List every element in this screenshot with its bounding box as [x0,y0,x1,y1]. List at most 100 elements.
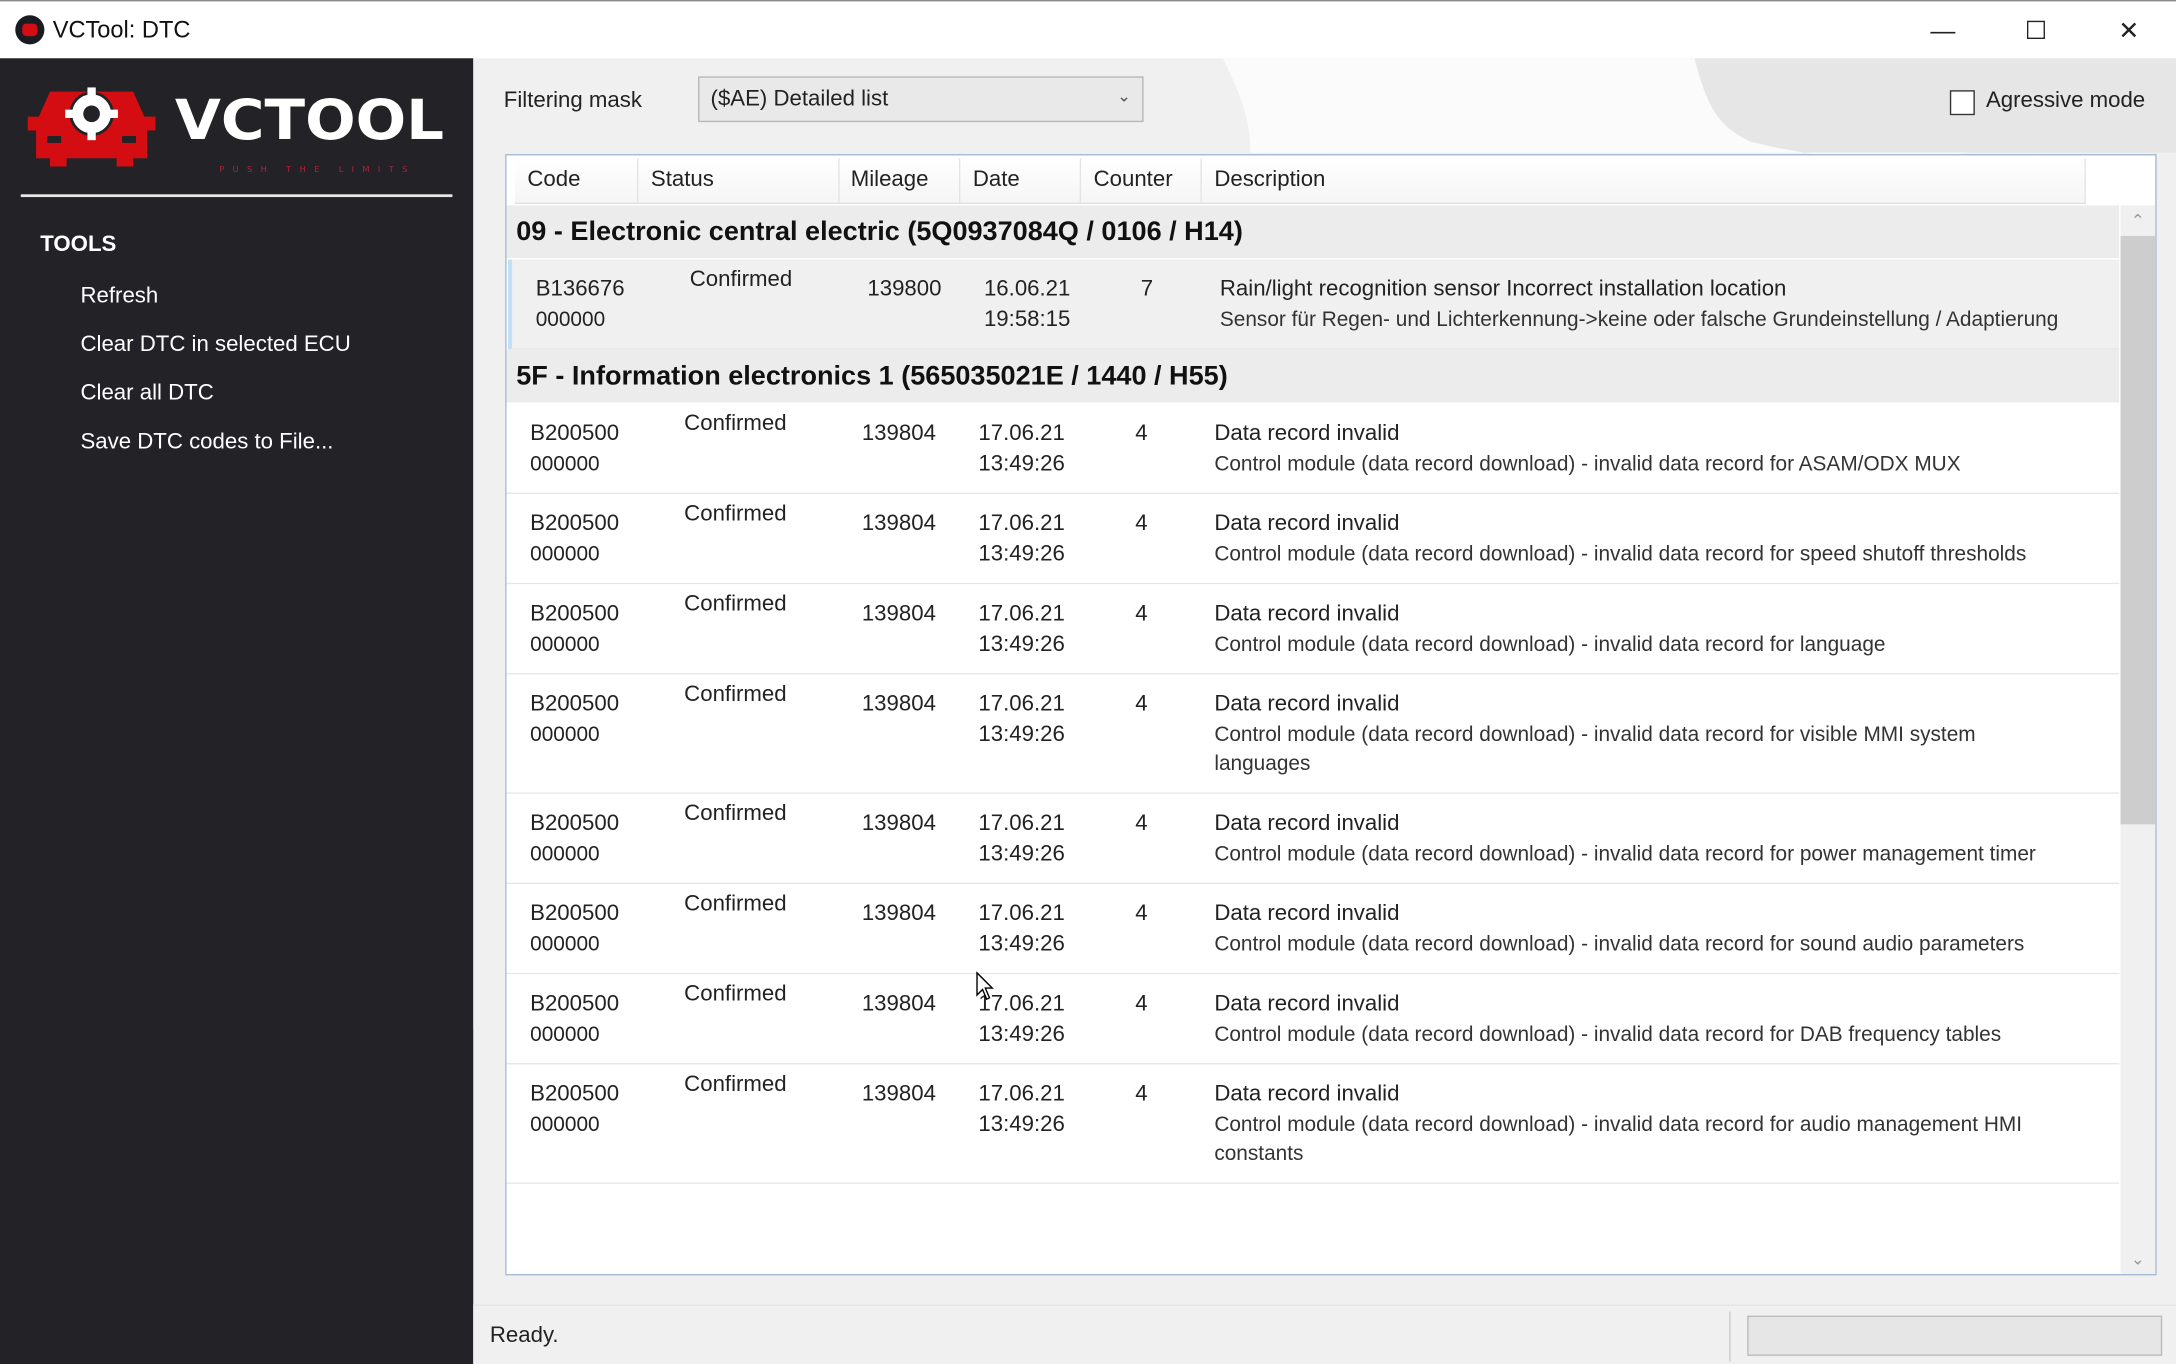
vertical-scrollbar[interactable]: ⌃ ⌄ [2120,205,2156,1275]
description-detail: Control module (data record download) - … [1214,542,2027,567]
cell-counter: 4 [1135,902,1148,926]
dtc-subcode: 000000 [530,932,600,957]
dtc-subcode: 000000 [530,1022,600,1047]
cell-description: Data record invalid Control module (data … [1214,808,2074,869]
column-header-status[interactable]: Status [638,158,840,203]
logo-tagline: PUSH THE LIMITS [219,164,415,174]
description-title: Data record invalid [1214,692,1400,717]
cell-date: 16.06.21 19:58:15 [984,273,1070,334]
description-title: Data record invalid [1214,992,1400,1016]
description-detail: Control module (data record download) - … [1214,842,2036,866]
time-value: 13:49:26 [978,452,1065,477]
date-value: 17.06.21 [978,1082,1065,1107]
scroll-down-icon[interactable]: ⌄ [2130,1249,2145,1269]
cell-status: Confirmed [684,682,787,707]
table-row[interactable]: B200500 000000 Confirmed 139804 17.06.21 13:4… [506,403,2120,495]
chevron-down-icon: ⌄ [1117,86,1132,106]
column-header-description[interactable]: Description [1202,158,2086,203]
table-row[interactable]: B200500 000000 Confirmed 139804 17.06.21 13:4… [506,584,2120,675]
cell-code: B200500 000000 [530,598,619,659]
cell-status: Confirmed [684,592,787,617]
dtc-code: B200500 [530,992,620,1016]
cell-mileage: 139804 [861,692,936,717]
table-header: Code Status Mileage Date Counter Descrip… [514,158,2086,205]
aggressive-mode-label[interactable]: Agressive mode [1985,88,2146,113]
column-header-date[interactable]: Date [960,158,1082,203]
table-row[interactable]: B200500 000000 Confirmed 139804 17.06.21 13:4… [506,974,2120,1065]
mouse-cursor-icon [976,971,994,1001]
car-gear-logo-icon: VCTOOL PUSH THE LIMITS [27,87,444,174]
cell-mileage: 139804 [861,811,936,836]
status-bar: Ready. [473,1304,2176,1364]
table-row[interactable]: B200500 000000 Confirmed 139804 17.06.21 13:4… [506,884,2120,975]
time-value: 13:49:26 [978,1113,1065,1137]
cell-description: Data record invalid Control module (data … [1214,508,2074,569]
ecu-group-header[interactable]: 09 - Electronic central electric (5Q0937… [506,205,2120,259]
cell-status: Confirmed [684,1072,787,1097]
logo-wordmark: VCTOOL [175,88,444,153]
window-title: VCTool: DTC [52,16,191,44]
dtc-subcode: 000000 [535,308,606,332]
dtc-code: B200500 [530,902,620,926]
aggressive-mode-checkbox[interactable] [1949,90,1975,116]
description-title: Data record invalid [1214,1082,1400,1107]
dtc-code: B200500 [530,602,620,626]
table-row[interactable]: B200500 000000 Confirmed 139804 17.06.21 13:4… [506,674,2120,794]
filtering-mask-label: Filtering mask [503,88,642,113]
table-row[interactable]: B136676 000000 Confirmed 139800 16.06.21 19:5… [507,259,2120,350]
cell-date: 17.06.21 13:49:26 [978,598,1064,659]
description-title: Data record invalid [1214,602,1400,626]
sidebar-divider [20,194,453,198]
description-detail: Control module (data record download) - … [1214,1113,2022,1166]
sidebar-item-save-dtc-codes[interactable]: Save DTC codes to File... [80,430,334,454]
scrollbar-thumb[interactable] [2120,235,2156,825]
cell-code: B200500 000000 [530,808,619,869]
minimize-button[interactable]: — [1930,16,1956,45]
close-button[interactable]: ✕ [2118,16,2140,45]
time-value: 13:49:26 [978,932,1065,957]
dtc-code: B200500 [530,512,620,536]
cell-description: Data record invalid Control module (data … [1214,688,2074,778]
cell-description: Data record invalid Control module (data … [1214,898,2074,959]
filtering-mask-dropdown[interactable]: ($AE) Detailed list ⌄ [698,76,1144,123]
time-value: 13:49:26 [978,1022,1065,1047]
table-row[interactable]: B200500 000000 Confirmed 139804 17.06.21 13:4… [506,793,2120,885]
time-value: 13:49:26 [978,632,1065,657]
table-row[interactable]: B200500 000000 Confirmed 139804 17.06.21 13:4… [506,1064,2120,1184]
dtc-code: B200500 [530,1082,620,1107]
cell-counter: 4 [1135,992,1148,1016]
vctool-logo: VCTOOL PUSH THE LIMITS [25,86,448,185]
cell-mileage: 139804 [861,1082,936,1107]
column-header-counter[interactable]: Counter [1081,158,1202,203]
table-body: 09 - Electronic central electric (5Q0937… [506,205,2120,1184]
dtc-code: B136676 [535,277,625,302]
column-header-code[interactable]: Code [515,158,639,203]
dtc-subcode: 000000 [530,1113,600,1137]
sidebar-item-clear-dtc-selected-ecu[interactable]: Clear DTC in selected ECU [80,333,351,357]
date-value: 17.06.21 [978,902,1065,926]
maximize-button[interactable]: ☐ [2024,16,2048,45]
description-title: Data record invalid [1214,811,1400,836]
description-detail: Control module (data record download) - … [1214,632,1886,657]
dtc-subcode: 000000 [530,542,600,567]
cell-counter: 4 [1135,692,1148,717]
cell-status: Confirmed [684,502,787,526]
table-row[interactable]: B200500 000000 Confirmed 139804 17.06.21 13:4… [506,494,2120,585]
cell-code: B200500 000000 [530,688,619,749]
ecu-group-header[interactable]: 5F - Information electronics 1 (56503502… [506,349,2120,403]
cell-date: 17.06.21 13:49:26 [978,898,1064,959]
progress-bar [1747,1315,2163,1356]
date-value: 16.06.21 [983,277,1071,302]
scroll-up-icon[interactable]: ⌃ [2130,210,2145,231]
column-header-mileage[interactable]: Mileage [840,158,961,203]
description-title: Data record invalid [1214,421,1400,446]
dtc-subcode: 000000 [530,842,600,866]
sidebar-item-refresh[interactable]: Refresh [80,284,159,309]
status-separator [1729,1311,1731,1362]
cell-description: Data record invalid Control module (data … [1214,598,2074,659]
sidebar-item-clear-all-dtc[interactable]: Clear all DTC [80,381,214,406]
cell-description: Data record invalid Control module (data … [1214,418,2074,479]
cell-counter: 4 [1135,512,1148,536]
cell-counter: 7 [1140,277,1154,302]
sidebar: VCTOOL PUSH THE LIMITS TOOLS Refresh Cle… [0,58,474,1364]
